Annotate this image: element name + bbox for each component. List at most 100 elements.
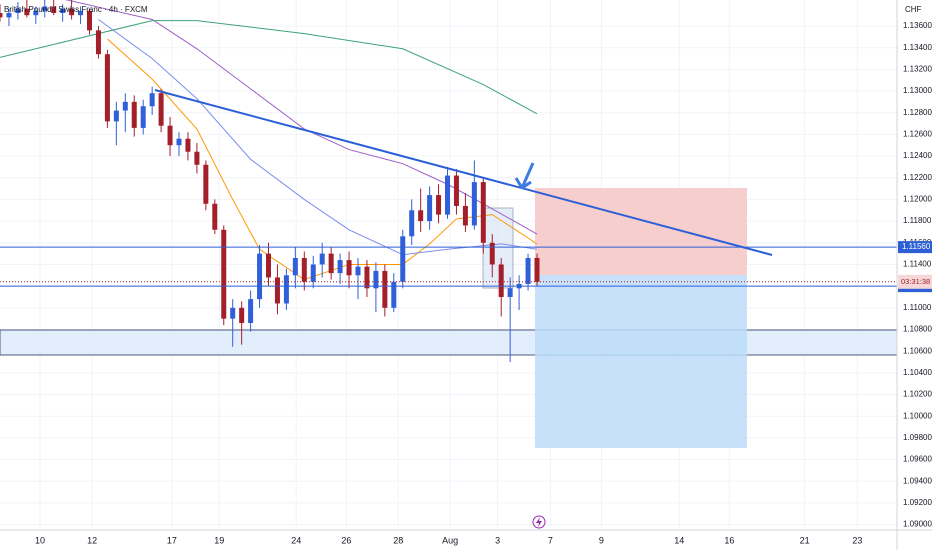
y-tick-label: 1.12200 [903, 173, 932, 182]
y-tick-label: 1.10200 [903, 390, 932, 399]
price-label: 1.11560 [902, 242, 931, 251]
y-tick-label: 1.11000 [903, 303, 932, 312]
x-tick-label: 26 [341, 535, 351, 545]
candle-body [534, 257, 540, 282]
y-tick-label: 1.10600 [903, 346, 932, 355]
x-tick-label: 7 [548, 535, 553, 545]
candle-body [319, 253, 325, 265]
candle-body [471, 182, 477, 226]
y-tick-label: 1.12000 [903, 195, 932, 204]
candle-body [51, 6, 57, 14]
candle-body [104, 54, 110, 122]
y-tick-label: 1.13200 [903, 64, 932, 73]
moving-average [107, 38, 538, 281]
candle-body [248, 299, 254, 323]
x-tick-label: 28 [393, 535, 403, 545]
target-zone [535, 275, 747, 448]
y-tick-label: 1.12400 [903, 151, 932, 160]
candle-body [283, 275, 289, 304]
countdown: 03:31:38 [901, 277, 930, 286]
y-tick-label: 1.12800 [903, 108, 932, 117]
event-icon[interactable] [532, 515, 546, 529]
y-tick-label: 1.13400 [903, 43, 932, 52]
x-tick-label: Aug [442, 535, 458, 545]
event-bolt [536, 517, 542, 527]
candle-body [409, 210, 415, 237]
candle-body [489, 242, 495, 265]
candle-body [462, 205, 468, 226]
moving-average [0, 20, 538, 115]
candle-body [176, 138, 182, 146]
y-tick-label: 1.09600 [903, 455, 932, 464]
candle-body [95, 30, 101, 55]
candle-body [33, 10, 39, 16]
candle-body [203, 164, 209, 204]
x-tick-label: 17 [167, 535, 177, 545]
candle-body [480, 182, 486, 243]
candle-body [24, 8, 30, 16]
candle-body [69, 8, 75, 16]
y-tick-label: 1.11800 [903, 216, 932, 225]
candle-body [310, 264, 316, 282]
candle-body [212, 203, 218, 230]
candle-body [346, 260, 352, 276]
candle-body [185, 138, 191, 152]
candle-body [436, 195, 442, 215]
y-tick-label: 1.09400 [903, 476, 932, 485]
candle-body [158, 93, 164, 126]
candle-body [239, 307, 245, 323]
candle-body [382, 270, 388, 308]
x-tick-label: 12 [87, 535, 97, 545]
candle-body [498, 264, 504, 297]
y-tick-label: 1.10000 [903, 411, 932, 420]
y-tick-label: 1.10800 [903, 325, 932, 334]
candle-body [60, 8, 66, 14]
candle-body [301, 257, 307, 282]
arrow [514, 162, 535, 190]
candle-body [364, 266, 370, 289]
candle-body [257, 253, 263, 300]
candle-body [427, 195, 433, 222]
y-tick-label: 1.13600 [903, 21, 932, 30]
candle-body [149, 93, 155, 107]
candle-body [113, 110, 119, 122]
y-tick-label: 1.11400 [903, 260, 932, 269]
x-tick-label: 21 [800, 535, 810, 545]
candle-body [122, 101, 128, 111]
candle-body [507, 288, 513, 297]
candle-body [292, 257, 298, 276]
currency: CHF [905, 5, 922, 14]
x-tick-label: 24 [291, 535, 301, 545]
plot [0, 0, 897, 363]
x-tick-label: 9 [599, 535, 604, 545]
candle-body [167, 125, 173, 146]
y-tick-label: 1.09200 [903, 498, 932, 507]
candle-body [453, 175, 459, 206]
x-tick-label: 10 [35, 535, 45, 545]
candle-body [6, 13, 12, 18]
candle-body [194, 151, 200, 165]
moving-average [98, 19, 538, 256]
x-tick-label: 23 [852, 535, 862, 545]
y-tick-label: 1.09000 [903, 520, 932, 529]
candle-body [78, 10, 84, 16]
candle-body [373, 270, 379, 289]
x-tick-label: 19 [214, 535, 224, 545]
stop-zone [535, 188, 747, 275]
candle-body [230, 307, 236, 319]
chart-title: British Pound / Swiss Franc · 4h · FXCM [4, 5, 148, 14]
candle-body [140, 106, 146, 128]
trend-line [154, 89, 773, 256]
y-tick-label: 1.13000 [903, 86, 932, 95]
price-label-box [898, 241, 932, 254]
axes: 1.13600 1.13400 1.13200 1.13000 1.12800 1.126… [35, 21, 932, 545]
candle-body [274, 277, 280, 304]
x-tick-label: 14 [674, 535, 684, 545]
candle-body [42, 6, 48, 11]
y-tick-label: 1.12600 [903, 130, 932, 139]
candle-body [355, 266, 361, 276]
y-tick-label: 1.09800 [903, 433, 932, 442]
candle-body [87, 10, 92, 31]
candle-body [221, 229, 227, 319]
